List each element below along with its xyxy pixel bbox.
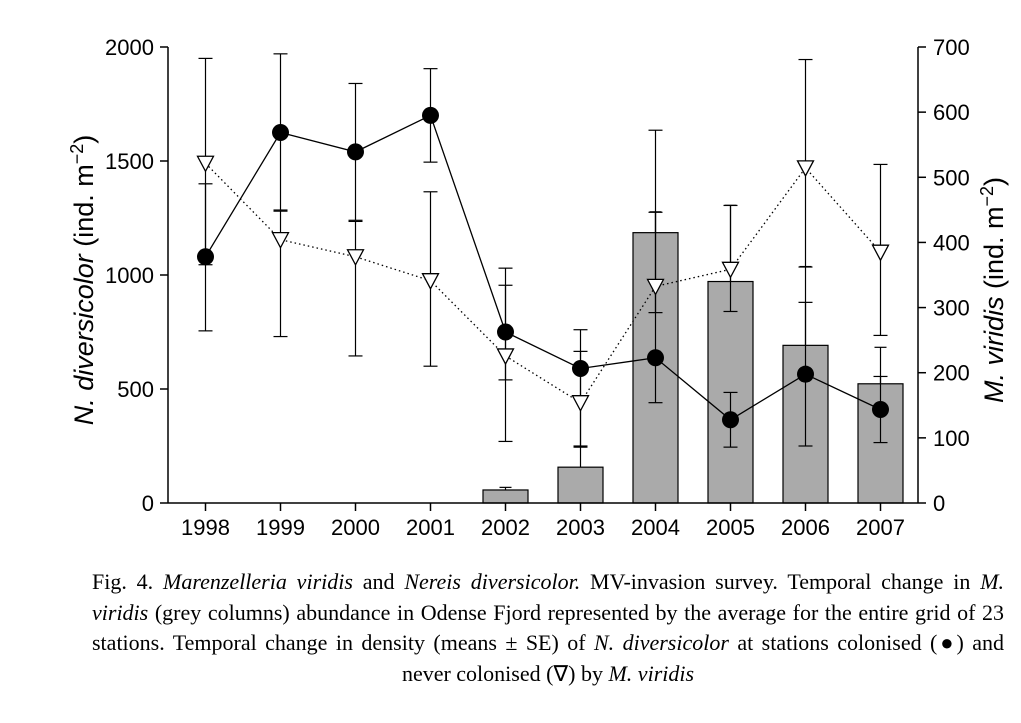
left-tick-label-500: 500 — [117, 377, 154, 402]
circle-marker-2000 — [347, 143, 364, 161]
triangle-marker-2001 — [421, 273, 440, 291]
right-tick-label-500: 500 — [933, 165, 970, 190]
caption-nd1: N. diversicolor — [594, 630, 729, 655]
bar-series — [482, 232, 904, 504]
right-tick-label-100: 100 — [933, 426, 970, 451]
bar-2003 — [557, 466, 604, 504]
right-tick-label-0: 0 — [933, 491, 945, 516]
triangle-marker-2000 — [346, 249, 365, 267]
figure-caption: Fig. 4. Marenzelleria viridis and Nereis… — [92, 567, 1004, 689]
right-tick-label-400: 400 — [933, 230, 970, 255]
dual-axis-chart: 0 500 1000 1500 2000 0 100 200 300 400 500 600 700 19… — [67, 35, 1009, 540]
right-axis-title: M. viridis (ind. m−2) — [977, 177, 1009, 403]
x-tick-label-2007: 2007 — [856, 515, 905, 540]
caption-mv1: M. viridis — [92, 569, 1005, 625]
caption-species1: Marenzelleria viridis — [163, 569, 353, 594]
caption-and: and — [352, 569, 405, 594]
triangle-marker-2004 — [646, 278, 665, 296]
left-tick-label-2000: 2000 — [105, 35, 154, 60]
right-tick-label-700: 700 — [933, 35, 970, 60]
right-tick-label-300: 300 — [933, 296, 970, 321]
circle-marker-2003 — [572, 359, 589, 377]
caption-species2: Nereis diversicolor. — [404, 569, 581, 594]
circle-marker-2007 — [872, 401, 889, 419]
never-colonised-line — [205, 162, 881, 404]
x-tick-label-1999: 1999 — [256, 515, 305, 540]
circle-marker-1999 — [272, 124, 289, 141]
x-tick-label-2000: 2000 — [331, 515, 380, 540]
circle-marker-2002 — [497, 323, 514, 341]
left-tick-label-1000: 1000 — [105, 263, 154, 288]
left-tick-label-1500: 1500 — [105, 149, 154, 174]
triangle-marker-1998 — [196, 155, 215, 173]
triangle-marker-1999 — [271, 232, 290, 250]
right-tick-label-600: 600 — [933, 100, 970, 125]
bar-2002 — [482, 489, 529, 504]
colonised-line — [204, 114, 881, 421]
bar-2007 — [857, 383, 904, 504]
tick-labels: 0 500 1000 1500 2000 0 100 200 300 400 500 600 700 19… — [105, 35, 970, 540]
x-tick-label-2005: 2005 — [706, 515, 755, 540]
caption-fig-label: Fig. 4. — [92, 569, 154, 594]
circle-marker-1998 — [197, 248, 214, 266]
caption-text3: at stations colonised (●) and never colo… — [401, 630, 1004, 686]
x-tick-label-1998: 1998 — [181, 515, 230, 540]
line-series — [204, 114, 881, 421]
left-axis-title: N. diversicolor (ind. m−2) — [67, 135, 99, 426]
x-tick-label-2006: 2006 — [781, 515, 830, 540]
triangle-marker-2006 — [796, 160, 815, 178]
triangle-marker-2007 — [871, 244, 890, 262]
circle-marker-2004 — [647, 349, 664, 367]
right-tick-label-200: 200 — [933, 361, 970, 386]
caption-text2: (grey columns) abundance in Odense Fjord… — [92, 599, 1004, 656]
left-tick-label-0: 0 — [142, 491, 154, 516]
x-tick-label-2002: 2002 — [481, 515, 530, 540]
caption-text1: MV-invasion survey. Temporal change in — [580, 569, 981, 594]
triangle-marker-2005 — [721, 261, 740, 279]
axes — [160, 46, 926, 511]
x-tick-label-2001: 2001 — [406, 515, 455, 540]
circle-marker-2005 — [722, 411, 739, 429]
caption-mv2: M. viridis — [608, 660, 695, 686]
x-tick-label-2004: 2004 — [631, 515, 680, 540]
triangle-marker-2002 — [496, 348, 515, 366]
circle-marker-2001 — [422, 106, 439, 124]
x-tick-label-2003: 2003 — [556, 515, 605, 540]
circle-marker-2006 — [797, 365, 814, 383]
series-markers — [196, 106, 890, 429]
triangle-marker-2003 — [571, 395, 590, 413]
